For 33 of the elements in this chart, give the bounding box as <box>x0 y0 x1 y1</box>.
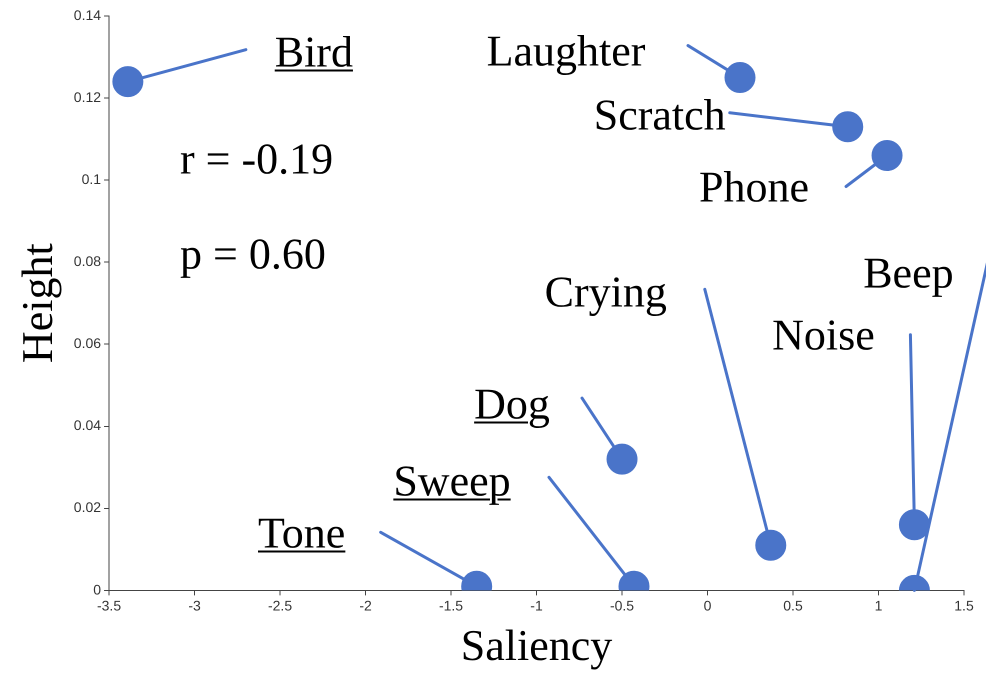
annotation: Beep <box>863 248 954 299</box>
x-tick-label: 0.5 <box>783 598 803 614</box>
x-tick-label: -3 <box>188 598 201 614</box>
y-tick-label: 0.04 <box>74 417 102 434</box>
y-axis-title: Height <box>12 243 62 364</box>
x-tick-label: -1 <box>530 598 543 614</box>
x-tick-label: 0 <box>704 598 712 614</box>
annotation: Tone <box>258 508 346 559</box>
y-tick-label: 0.14 <box>74 6 102 23</box>
x-tick-label: -0.5 <box>610 598 634 614</box>
y-tick-label: 0.08 <box>74 253 102 270</box>
annotation: Noise <box>772 309 875 360</box>
y-tick-label: 0.12 <box>74 88 102 105</box>
annotation: Scratch <box>594 89 726 140</box>
x-tick-label: 1 <box>874 598 883 614</box>
y-tick-label: 0 <box>93 581 102 598</box>
annotation: Sweep <box>393 456 511 507</box>
x-tick-label: -2 <box>359 598 372 614</box>
y-tick-label: 0.02 <box>74 499 102 516</box>
annotation: Dog <box>474 378 550 430</box>
annotation: p = 0.60 <box>180 230 326 279</box>
annotation: r = -0.19 <box>180 134 334 184</box>
x-tick-label: -1.5 <box>438 598 464 614</box>
x-tick-label: 1.5 <box>954 598 974 614</box>
annotation: Phone <box>699 162 810 213</box>
annotation: Crying <box>544 266 667 318</box>
x-axis-title: Saliency <box>460 621 612 670</box>
x-tick-label: -2.5 <box>268 598 292 614</box>
y-tick-label: 0.1 <box>82 170 102 187</box>
y-tick-label: 0.06 <box>74 335 102 352</box>
annotation: Laughter <box>486 25 646 76</box>
annotation: Bird <box>274 26 353 78</box>
x-tick-label: -3.5 <box>96 598 122 614</box>
